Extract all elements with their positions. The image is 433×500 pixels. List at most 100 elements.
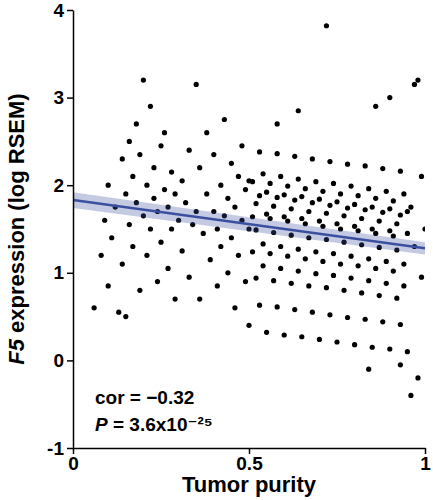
point bbox=[422, 226, 425, 231]
point bbox=[317, 337, 322, 342]
point bbox=[127, 222, 132, 227]
point bbox=[169, 169, 174, 174]
point bbox=[151, 165, 156, 170]
tick-mark bbox=[67, 185, 73, 187]
tick-mark bbox=[67, 97, 73, 99]
point bbox=[394, 296, 399, 301]
point bbox=[243, 279, 248, 284]
confidence-band bbox=[73, 192, 425, 254]
point bbox=[384, 189, 389, 194]
point bbox=[292, 197, 297, 202]
point bbox=[380, 319, 385, 324]
tick: 0 bbox=[53, 350, 73, 371]
tick: 0.5 bbox=[236, 448, 263, 474]
point bbox=[363, 207, 368, 212]
point bbox=[303, 256, 308, 261]
point bbox=[292, 154, 297, 159]
point bbox=[387, 228, 392, 233]
point bbox=[338, 261, 343, 266]
point bbox=[92, 305, 97, 310]
point bbox=[275, 195, 280, 200]
point bbox=[345, 205, 350, 210]
point bbox=[123, 191, 128, 196]
point bbox=[236, 174, 241, 179]
point bbox=[253, 275, 258, 280]
point bbox=[289, 281, 294, 286]
point bbox=[232, 305, 237, 310]
point bbox=[285, 254, 290, 259]
point bbox=[299, 334, 304, 339]
point bbox=[331, 273, 336, 278]
point bbox=[296, 247, 301, 252]
point bbox=[373, 266, 378, 271]
point bbox=[324, 285, 329, 290]
point bbox=[130, 174, 135, 179]
tick-label: -1 bbox=[47, 438, 64, 459]
point bbox=[398, 212, 403, 217]
point bbox=[370, 226, 375, 231]
point bbox=[387, 95, 392, 100]
point bbox=[268, 181, 273, 186]
point bbox=[352, 202, 357, 207]
point bbox=[296, 176, 301, 181]
point bbox=[130, 244, 135, 249]
point bbox=[194, 82, 199, 87]
point bbox=[123, 314, 128, 319]
point bbox=[151, 196, 156, 201]
point bbox=[398, 322, 403, 327]
tick: 1 bbox=[420, 448, 431, 474]
point bbox=[292, 307, 297, 312]
point bbox=[384, 281, 389, 286]
tick-label: 0 bbox=[53, 350, 64, 371]
point bbox=[377, 219, 382, 224]
point bbox=[313, 179, 318, 184]
point bbox=[408, 393, 413, 398]
point bbox=[187, 148, 192, 153]
point bbox=[380, 210, 385, 215]
point bbox=[394, 221, 399, 226]
point bbox=[99, 253, 104, 258]
point bbox=[377, 293, 382, 298]
point bbox=[172, 191, 177, 196]
point bbox=[299, 216, 304, 221]
point bbox=[109, 235, 114, 240]
point bbox=[257, 193, 262, 198]
point bbox=[218, 244, 223, 249]
x-axis: 00.51 bbox=[68, 448, 431, 474]
plot-area bbox=[73, 23, 425, 398]
point bbox=[144, 253, 149, 258]
point bbox=[137, 288, 142, 293]
point bbox=[303, 186, 308, 191]
point bbox=[264, 212, 269, 217]
point bbox=[278, 174, 283, 179]
point bbox=[148, 226, 153, 231]
point bbox=[271, 278, 276, 283]
point bbox=[260, 263, 265, 268]
point bbox=[148, 104, 153, 109]
point bbox=[215, 283, 220, 288]
point bbox=[222, 117, 227, 122]
point bbox=[253, 201, 258, 206]
point bbox=[334, 339, 339, 344]
tick: 1 bbox=[53, 262, 73, 283]
point bbox=[387, 346, 392, 351]
annotation: P = 3.6x10⁻²⁵ bbox=[95, 414, 213, 435]
point bbox=[275, 151, 280, 156]
point bbox=[236, 253, 241, 258]
point bbox=[391, 198, 396, 203]
point bbox=[306, 283, 311, 288]
point bbox=[289, 206, 294, 211]
point bbox=[162, 130, 167, 135]
point bbox=[264, 330, 269, 335]
y-axis-line bbox=[73, 11, 75, 449]
point bbox=[116, 310, 121, 315]
tick-label: 2 bbox=[53, 175, 64, 196]
point bbox=[366, 186, 371, 191]
point bbox=[155, 279, 160, 284]
chart: 00.51-101234Tumor purityF5 expression (l… bbox=[0, 0, 433, 500]
tick-mark bbox=[67, 360, 73, 362]
point bbox=[141, 77, 146, 82]
point bbox=[158, 143, 163, 148]
point bbox=[144, 183, 149, 188]
point bbox=[310, 156, 315, 161]
